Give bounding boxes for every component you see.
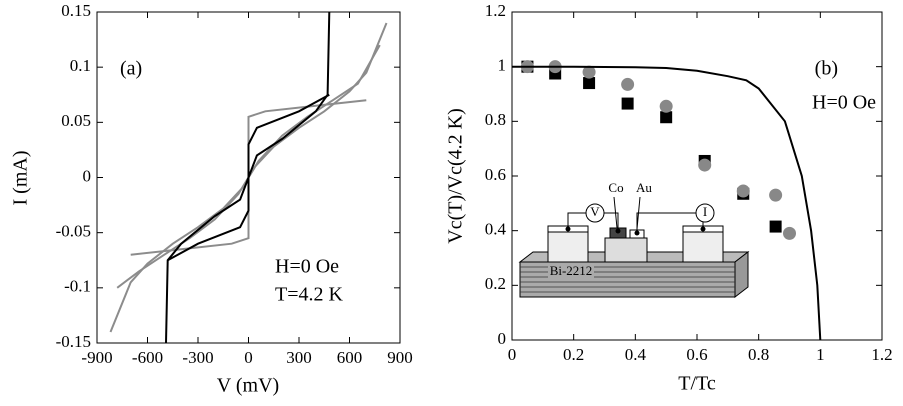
y-axis-label: I (mA) <box>10 151 32 206</box>
x-tick-label: -900 <box>81 348 112 367</box>
circle-point <box>659 99 673 113</box>
x-tick-label: -600 <box>132 348 163 367</box>
x-tick-label: 600 <box>337 348 363 367</box>
inset-label: I <box>703 204 707 219</box>
data-line <box>512 65 822 341</box>
x-tick-label: 1 <box>816 345 825 364</box>
y-axis-label: Vc(T)/Vc(4.2 K) <box>445 108 467 244</box>
circle-point <box>621 77 635 91</box>
circle-point <box>769 188 783 202</box>
y-tick-label: 1.2 <box>485 1 506 20</box>
plot-frame <box>96 11 401 344</box>
annotation: H=0 Oe <box>812 92 876 114</box>
y-tick-label: 0.6 <box>485 165 506 184</box>
x-tick-label: 0 <box>244 348 253 367</box>
y-tick-label: -0.1 <box>64 277 91 296</box>
x-tick-label: 900 <box>387 348 413 367</box>
annotation: H=0 Oe <box>275 256 339 278</box>
square-point <box>583 77 596 90</box>
panel-label: (a) <box>120 58 142 80</box>
x-axis-label: T/Tc <box>678 373 716 395</box>
x-tick-label: 0.2 <box>563 345 584 364</box>
x-tick-label: 0.6 <box>686 345 707 364</box>
circle-point <box>582 65 596 79</box>
circle-point <box>698 158 712 172</box>
annotation: T=4.2 K <box>275 284 343 306</box>
data-line <box>167 93 330 262</box>
y-tick-label: 1 <box>498 56 507 75</box>
x-tick-label: 0.4 <box>625 345 647 364</box>
y-tick-label: 0.2 <box>485 274 506 293</box>
circle-point <box>736 184 750 198</box>
x-tick-label: 0.8 <box>748 345 769 364</box>
y-tick-label: 0.1 <box>70 56 91 75</box>
y-tick-label: 0.8 <box>485 110 506 129</box>
square-point <box>660 111 673 124</box>
square-point <box>769 220 782 233</box>
y-tick-label: 0.15 <box>61 1 91 20</box>
x-tick-label: -300 <box>182 348 213 367</box>
inset-label: Au <box>636 180 652 195</box>
y-tick-label: 0.05 <box>61 111 91 130</box>
x-axis-label: V (mV) <box>217 375 279 397</box>
x-tick-label: 0 <box>508 345 517 364</box>
y-tick-label: 0 <box>498 329 507 348</box>
x-tick-label: 300 <box>286 348 312 367</box>
y-tick-label: -0.15 <box>56 332 91 351</box>
inset-label: V <box>590 204 600 219</box>
x-tick-label: 1.2 <box>871 345 892 364</box>
y-tick-label: 0 <box>83 166 92 185</box>
inset-diagram: V Co Au I Bi-2212 <box>518 180 750 299</box>
y-tick-label: -0.05 <box>56 222 91 241</box>
panel-label: (b) <box>815 58 838 80</box>
y-tick-label: 0.4 <box>485 220 507 239</box>
square-point <box>621 97 634 110</box>
inset-label: Co <box>608 180 623 195</box>
inset-label: Bi-2212 <box>550 263 593 278</box>
plot-frame <box>511 11 883 341</box>
circle-point <box>783 226 796 240</box>
